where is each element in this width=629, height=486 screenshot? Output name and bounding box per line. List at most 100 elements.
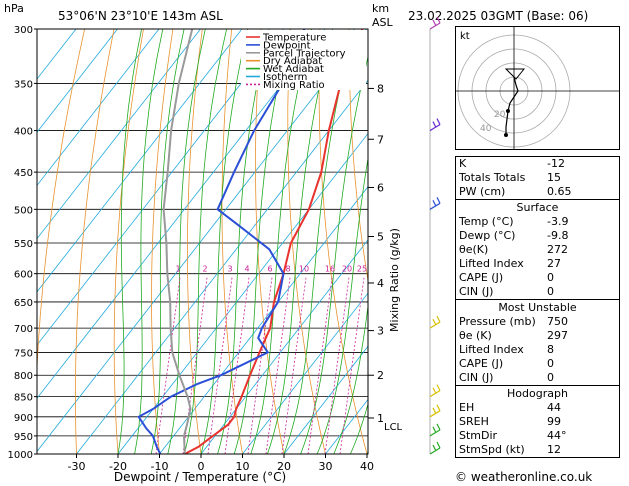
legend-item-label: Dewpoint: [263, 40, 311, 51]
wet-adiabat-line: [184, 29, 227, 454]
mixing-ratio-line: [324, 277, 350, 454]
index-row: Totals Totals 15: [456, 171, 619, 185]
dry-adiabat-line: [186, 29, 203, 454]
temperature-tick-label: -30: [68, 460, 86, 473]
series-temperature: [184, 29, 364, 454]
surface-row-value: 27: [547, 257, 561, 270]
surface-row-value: -9.8: [547, 229, 569, 242]
wet-adiabat-line: [167, 29, 206, 454]
isotherm-line: [37, 29, 243, 293]
isotherm-line: [159, 186, 368, 454]
plot-frame: [36, 28, 369, 455]
mixing-ratio-label: 6: [267, 265, 272, 274]
hodograph-box: kt 20 40: [455, 26, 620, 150]
height-km-label: 4: [377, 277, 384, 290]
dry-adiabat-line: [37, 29, 85, 376]
mixing-ratio-label: 4: [244, 265, 249, 274]
surface-section: Surface Temp (°C) -3.9 Dewp (°C) -9.8 θe(K) 2…: [456, 199, 619, 299]
wet-adiabat-line: [134, 29, 164, 454]
hodograph-row-label: EH: [459, 401, 475, 414]
index-row-label: PW (cm): [459, 185, 506, 198]
hodograph-row-label: StmSpd (kt): [459, 443, 525, 456]
most-unstable-section: Most Unstable Pressure (mb) 750 θe (K) 297 L…: [456, 299, 619, 385]
surface-row-value: 0: [547, 285, 554, 298]
surface-row-value: 0: [547, 271, 554, 284]
surface-row-label: Temp (°C): [459, 215, 514, 228]
pressure-tick-label: 400: [14, 127, 33, 138]
surface-row: CAPE (J) 0: [456, 271, 619, 285]
height-km-label: 1: [377, 412, 384, 425]
mixing-ratio-label: 8: [285, 265, 290, 274]
mixing-ratio-label: 3: [227, 265, 232, 274]
most-unstable-row: θe (K) 297: [456, 329, 619, 343]
temperature-tick-label: 40: [360, 460, 374, 473]
surface-title: Surface: [516, 201, 559, 214]
pressure-tick-label: 550: [14, 239, 33, 250]
hodograph-row: StmSpd (kt) 12: [456, 443, 619, 457]
pressure-unit-label: hPa: [4, 2, 24, 15]
isotherm-line: [37, 29, 326, 399]
hodograph-trace: [505, 76, 519, 135]
isotherm-line: [37, 29, 201, 240]
copyright-footer[interactable]: © weatheronline.co.uk: [455, 470, 593, 484]
most-unstable-row: CAPE (J) 0: [456, 357, 619, 371]
pressure-tick-label: 1000: [8, 450, 33, 461]
chart-background-lines: [37, 29, 368, 454]
surface-row-label: Dewp (°C): [459, 229, 516, 242]
hodograph-ring-label-20: 20: [494, 110, 506, 120]
dry-adiabat-line: [318, 29, 368, 454]
hodograph-section: Hodograph EH 44 SREH 99 StmDir 44° StmSpd (kt)…: [456, 385, 619, 457]
index-row-value: 15: [547, 171, 561, 184]
surface-row: Dewp (°C) -9.8: [456, 229, 619, 243]
most-unstable-row: Lifted Index 8: [456, 343, 619, 357]
pressure-tick-label: 500: [14, 205, 33, 216]
wet-adiabat-line: [233, 29, 291, 454]
hodograph-svg: kt 20 40: [456, 27, 619, 149]
mixing-ratio-line: [155, 277, 181, 454]
surface-row: θe(K) 272: [456, 243, 619, 257]
mixing-ratio-label: 16: [325, 265, 335, 274]
pressure-tick-label: 600: [14, 270, 33, 281]
dry-adiabat-line: [287, 29, 326, 454]
legend-item-label: Mixing Ratio: [263, 80, 325, 91]
isotherm-line: [117, 132, 368, 454]
chart-axes: 1 2 3 4 6 8 10 16 20 2530035040045050055060065070…: [8, 25, 403, 473]
dry-adiabat-line: [151, 29, 174, 454]
most-unstable-row-value: 0: [547, 371, 554, 384]
most-unstable-row-value: 0: [547, 357, 554, 370]
isotherm-line: [200, 239, 368, 454]
mixing-ratio-label: 25: [357, 265, 367, 274]
surface-row-label: Lifted Index: [459, 257, 524, 270]
mixing-ratio-line: [281, 277, 307, 454]
mixing-ratio-label: 2: [202, 265, 207, 274]
surface-row-label: CIN (J): [459, 285, 494, 298]
pressure-tick-label: 350: [14, 79, 33, 90]
x-axis-title: Dewpoint / Temperature (°C): [114, 470, 286, 484]
isotherm-line: [37, 29, 118, 133]
pressure-tick-label: 850: [14, 393, 33, 404]
legend-item-label: Parcel Trajectory: [263, 48, 346, 59]
storm-motion-marker: [504, 68, 526, 80]
height-unit-asl: ASL: [372, 16, 394, 29]
surface-row-value: -3.9: [547, 215, 569, 228]
most-unstable-row-label: CAPE (J): [459, 357, 504, 370]
most-unstable-row-label: CIN (J): [459, 371, 494, 384]
surface-row-value: 272: [547, 243, 568, 256]
hodograph-row: SREH 99: [456, 415, 619, 429]
wet-adiabat-line: [333, 303, 368, 454]
most-unstable-row: CIN (J) 0: [456, 371, 619, 385]
mixing-ratio-line: [339, 277, 365, 454]
wet-adiabat-line: [117, 29, 142, 454]
surface-row: Lifted Index 27: [456, 257, 619, 271]
mixing-ratio-axis-title: Mixing Ratio (g/kg): [388, 228, 401, 332]
most-unstable-row-value: 8: [547, 343, 554, 356]
most-unstable-title: Most Unstable: [498, 301, 577, 314]
isotherm-line: [242, 292, 368, 454]
lcl-label: LCL: [384, 422, 403, 433]
height-km-label: 2: [377, 369, 384, 382]
mixing-ratio-line: [265, 277, 291, 454]
hodograph-row-value: 12: [547, 443, 561, 456]
mixing-ratio-label: 1: [175, 265, 180, 274]
